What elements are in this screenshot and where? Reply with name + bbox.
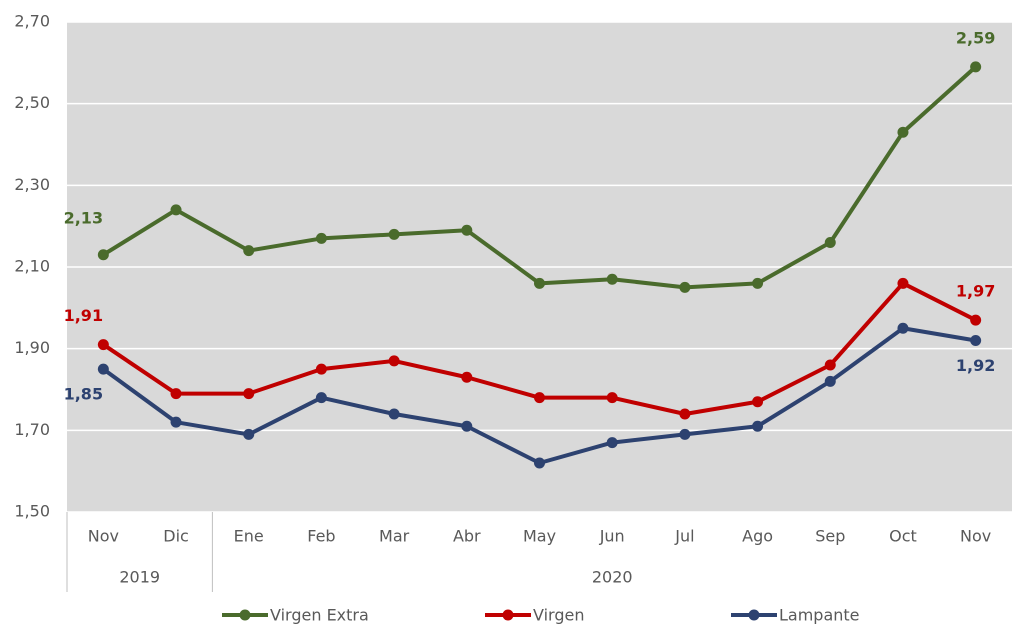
group-label: 2019: [119, 568, 160, 587]
y-tick-label: 1,90: [14, 338, 50, 357]
x-tick-label: Abr: [453, 527, 481, 546]
point: [824, 237, 836, 248]
point: [170, 416, 182, 428]
x-tick-label: May: [523, 527, 556, 546]
x-tick-label: Nov: [88, 527, 119, 546]
point: [970, 335, 982, 346]
point: [606, 273, 618, 285]
x-tick-label: Sep: [815, 527, 845, 546]
x-tick-label: Oct: [889, 527, 917, 546]
point: [897, 322, 909, 334]
x-tick-label: Nov: [960, 527, 991, 546]
point: [388, 355, 400, 367]
point: [243, 388, 255, 400]
point: [752, 420, 764, 432]
legend-label: Lampante: [779, 606, 860, 625]
point: [534, 277, 545, 289]
point: [897, 126, 909, 138]
y-tick-label: 2,30: [14, 175, 50, 194]
point: [534, 392, 545, 404]
point: [170, 204, 182, 216]
point: [606, 392, 618, 404]
point: [461, 224, 473, 236]
point: [315, 392, 327, 404]
y-tick-label: 1,70: [14, 420, 50, 439]
point: [824, 375, 836, 387]
point: [388, 228, 400, 240]
data-label: 1,97: [956, 282, 995, 301]
y-tick-label: 2,50: [14, 93, 50, 112]
point: [170, 388, 182, 400]
x-tick-label: Jun: [599, 527, 625, 546]
point: [970, 61, 982, 73]
data-label: 1,85: [64, 385, 103, 404]
legend-marker: [239, 609, 251, 621]
point: [243, 245, 255, 257]
point: [679, 408, 691, 420]
data-label: 1,92: [956, 356, 995, 375]
legend-marker: [502, 609, 514, 621]
x-tick-label: Dic: [163, 527, 189, 546]
point: [315, 363, 327, 375]
point: [97, 339, 109, 351]
legend-label: Virgen Extra: [270, 606, 369, 625]
point: [752, 396, 764, 408]
point: [752, 277, 764, 289]
point: [315, 232, 327, 244]
point: [243, 428, 255, 440]
point: [824, 359, 836, 371]
data-label: 2,59: [956, 28, 995, 47]
data-label: 1,91: [64, 306, 103, 325]
point: [461, 371, 473, 383]
x-tick-label: Ene: [234, 527, 264, 546]
group-label: 2020: [592, 568, 633, 587]
point: [679, 281, 691, 293]
point: [97, 363, 109, 375]
x-tick-label: Mar: [379, 527, 410, 546]
point: [897, 277, 909, 289]
point: [388, 408, 400, 420]
point: [970, 314, 982, 326]
point: [461, 420, 473, 432]
point: [679, 428, 691, 440]
point: [606, 437, 618, 449]
x-tick-label: Ago: [742, 527, 773, 546]
x-tick-label: Jul: [674, 527, 694, 546]
legend-label: Virgen: [533, 606, 584, 625]
point: [97, 249, 109, 261]
legend-marker: [748, 609, 760, 621]
y-tick-label: 2,10: [14, 257, 50, 276]
point: [534, 457, 545, 469]
data-label: 2,13: [64, 208, 103, 227]
x-tick-label: Feb: [307, 527, 335, 546]
y-tick-label: 2,70: [14, 12, 50, 31]
y-tick-label: 1,50: [14, 502, 50, 521]
